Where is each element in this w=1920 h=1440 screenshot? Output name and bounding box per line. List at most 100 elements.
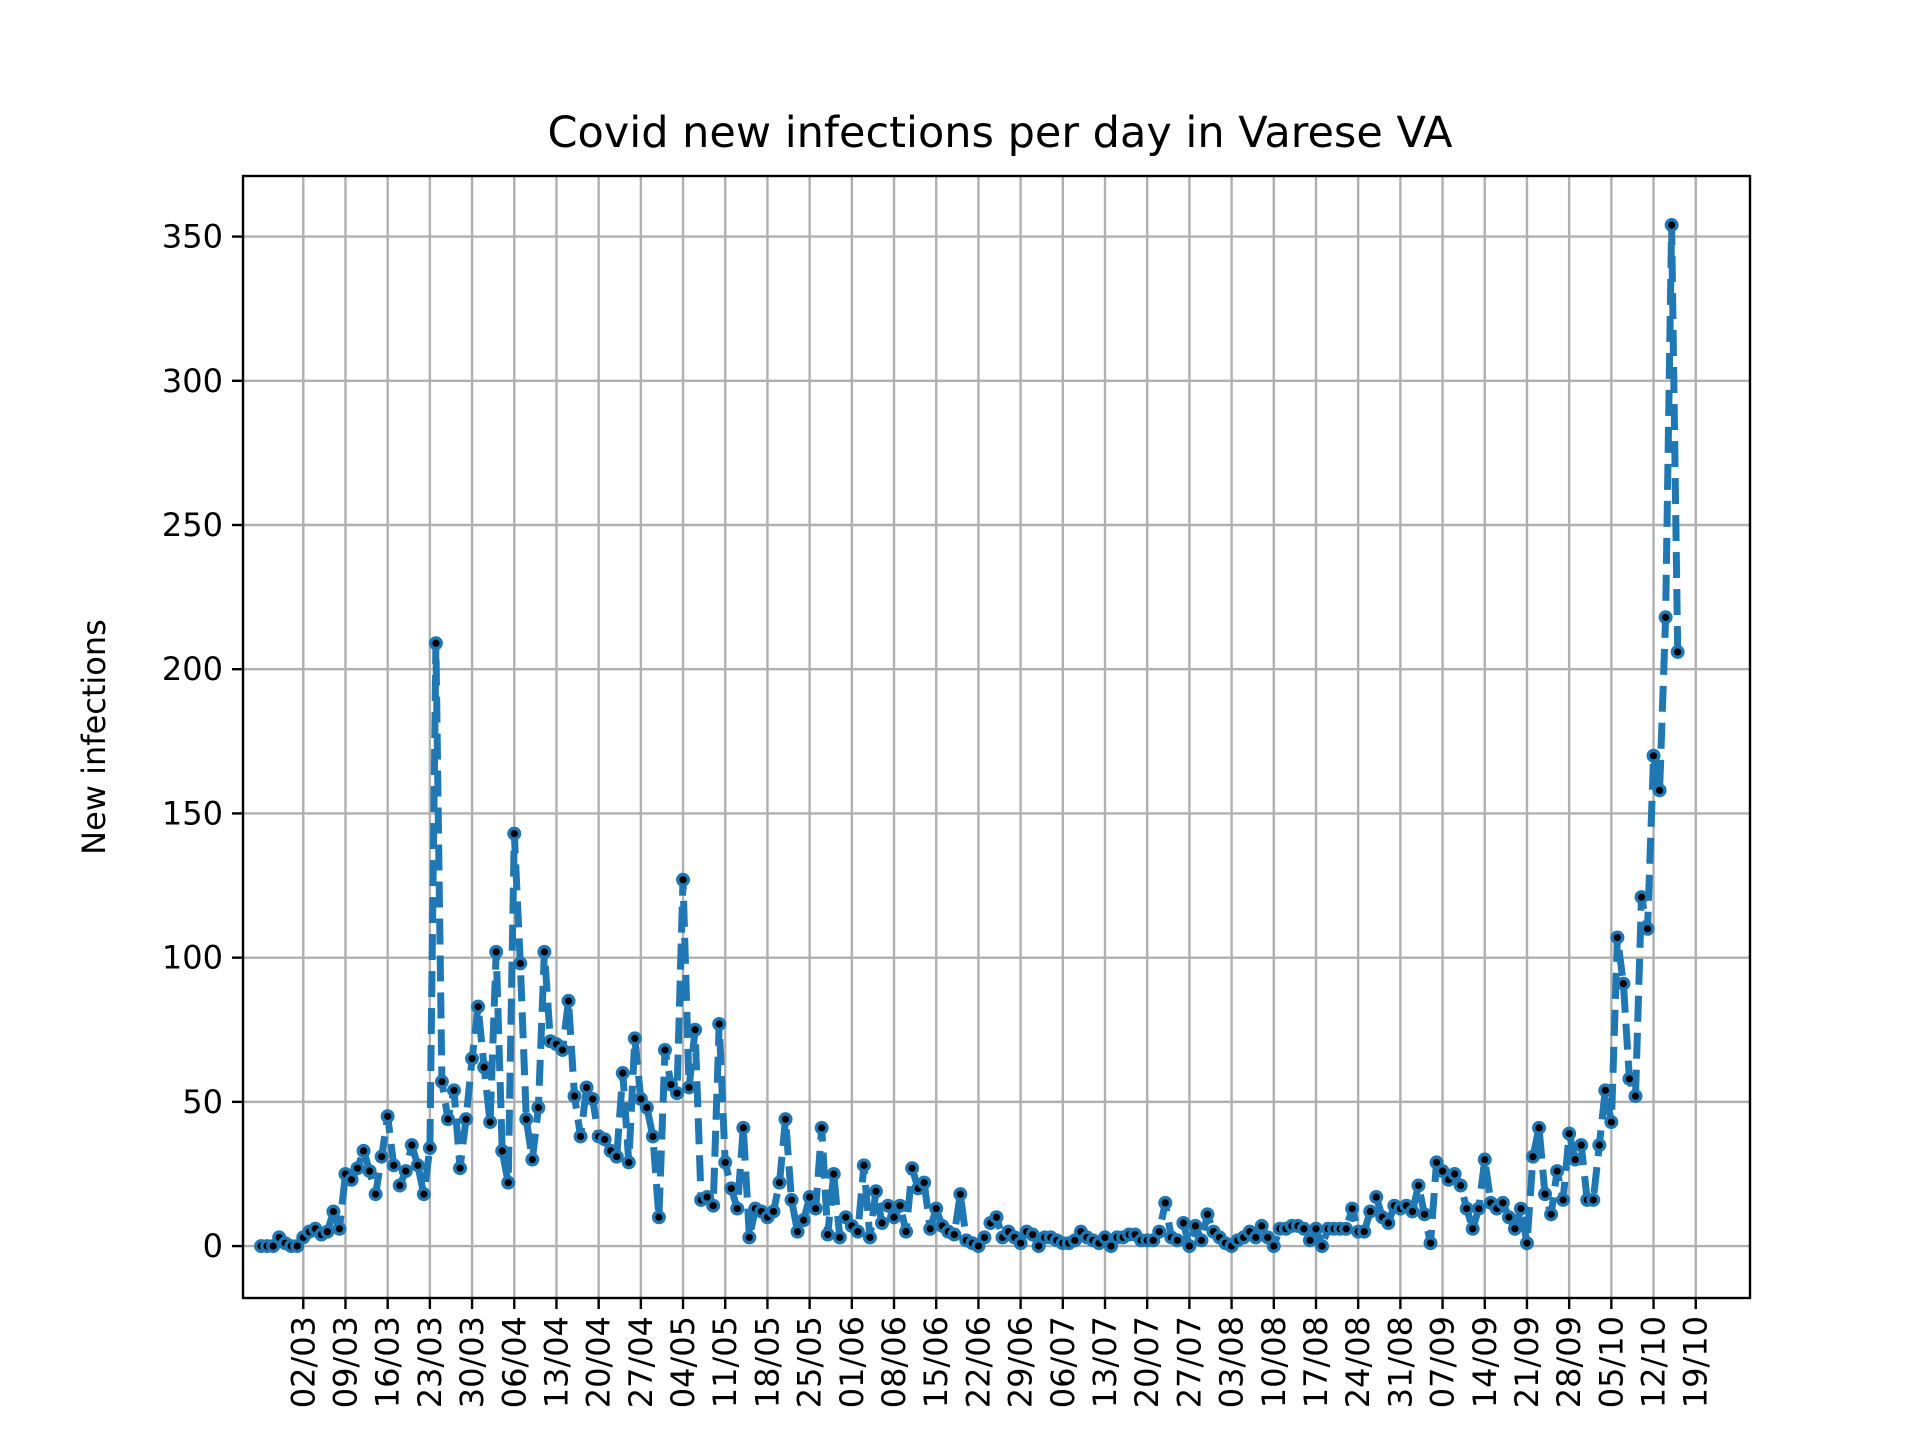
data-point [597,1132,612,1147]
data-point [380,1109,395,1124]
data-point-center [522,1115,530,1123]
x-tick-label: 18/05 [748,1316,786,1408]
chart-title: Covid new infections per day in Varese V… [547,108,1453,158]
data-point-center [878,1219,886,1227]
data-point-center [631,1034,639,1043]
data-point-center [492,948,500,956]
data-point-center [812,1204,820,1213]
data-point-center [1529,1153,1537,1161]
data-point-center [402,1167,410,1175]
data-point-center [932,1204,940,1213]
data-point [688,1022,703,1037]
data-point-center [450,1086,458,1094]
data-point [784,1192,799,1207]
data-point-center [1577,1141,1585,1149]
data-point [404,1138,419,1153]
data-point [1507,1221,1522,1236]
data-point-center [432,639,440,647]
data-point-center [269,1242,277,1250]
data-point-center [1607,1118,1615,1126]
data-point [772,1175,787,1190]
data-point [832,1230,847,1245]
data-point-center [649,1132,657,1141]
data-point [1471,1201,1486,1216]
x-tick-label: 21/09 [1508,1316,1546,1408]
y-tick-label: 0 [203,1227,223,1265]
data-point [434,1074,449,1089]
data-point [1170,1233,1185,1248]
data-point-center [468,1055,476,1063]
data-point [808,1201,823,1216]
data-point-center [992,1213,1001,1221]
data-point-center [1511,1225,1519,1233]
data-point-center [1649,752,1658,760]
data-point-center [1463,1204,1471,1213]
data-point [410,1158,425,1173]
data-point-center [890,1213,898,1221]
data-point [386,1158,401,1173]
data-point-center [733,1204,741,1213]
data-point-center [456,1164,464,1172]
data-point-center [1420,1210,1429,1218]
data-point-center [1662,613,1670,621]
data-point-center [739,1124,747,1132]
x-tick-label: 15/06 [917,1316,955,1408]
data-point [465,1051,480,1066]
data-point [1532,1120,1547,1135]
data-point [1200,1207,1215,1222]
data-point [1544,1207,1559,1222]
data-point [561,993,576,1008]
data-point-center [679,876,687,884]
data-point [1302,1233,1317,1248]
data-point-center [1469,1225,1477,1233]
data-point-center [329,1207,338,1216]
x-tick-label: 12/10 [1635,1316,1673,1408]
data-point-center [824,1230,832,1239]
data-point [1598,1083,1613,1098]
data-point [953,1187,968,1202]
data-point-center [1637,893,1646,901]
data-point [1447,1166,1462,1181]
data-point-center [1451,1170,1459,1178]
data-point [1501,1210,1516,1225]
data-point-center [673,1089,681,1097]
data-point [850,1224,865,1239]
data-point [459,1112,474,1127]
data-point [1646,748,1661,763]
data-point [579,1080,594,1095]
data-point-center [534,1104,542,1112]
data-point [1592,1138,1607,1153]
data-point-center [613,1153,621,1161]
data-point [1266,1239,1281,1254]
data-point [989,1210,1004,1225]
data-point [1640,921,1655,936]
data-point-center [655,1213,663,1221]
data-point-center [1438,1167,1447,1175]
data-point [899,1224,914,1239]
data-point-center [408,1141,416,1149]
x-tick-label: 22/06 [959,1316,997,1408]
data-point-center [582,1083,591,1092]
data-point-center [1553,1167,1561,1175]
y-tick-label: 300 [162,362,223,400]
data-point-center [323,1228,331,1236]
data-point [483,1115,498,1130]
x-tick-label: 17/08 [1297,1316,1335,1408]
data-point-center [830,1170,838,1178]
series-line [261,221,1682,1250]
data-point [1194,1233,1209,1248]
data-point [326,1204,341,1219]
data-point [1188,1218,1203,1233]
data-point [356,1143,371,1158]
data-point [621,1155,636,1170]
data-point-center [908,1164,916,1172]
data-point [471,999,486,1014]
data-point-center [920,1179,928,1187]
data-point [1254,1218,1269,1233]
data-point-center [902,1228,910,1236]
x-tick-label: 07/09 [1424,1316,1462,1408]
data-point [1562,1126,1577,1141]
data-point [1363,1204,1378,1219]
